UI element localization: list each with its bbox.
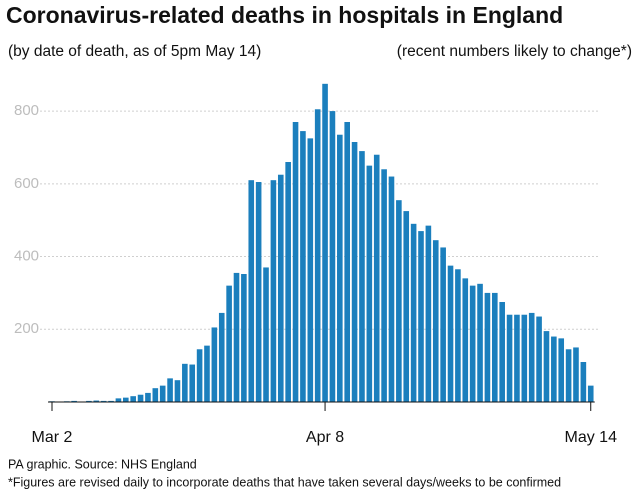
bar <box>337 134 343 402</box>
bar <box>418 231 424 402</box>
bar <box>403 211 410 402</box>
bar <box>248 180 255 402</box>
bar <box>514 314 520 402</box>
bar <box>543 331 550 402</box>
bar <box>499 302 505 402</box>
bar <box>410 223 417 402</box>
bar <box>174 380 181 402</box>
bar <box>211 327 218 402</box>
chart-title: Coronavirus-related deaths in hospitals … <box>6 2 563 28</box>
bar <box>587 385 594 402</box>
bar <box>108 400 114 402</box>
bar <box>381 169 387 402</box>
bar <box>492 292 498 402</box>
bar <box>307 138 314 402</box>
bar <box>233 272 240 402</box>
bar <box>167 378 173 402</box>
bar <box>573 347 579 402</box>
bar <box>86 400 92 402</box>
bar <box>189 364 196 402</box>
bar <box>196 349 203 402</box>
y-tick-label: 800 <box>14 102 39 119</box>
bar <box>580 362 587 402</box>
x-tick-label: May 14 <box>565 429 618 446</box>
x-tick-label: Apr 8 <box>306 429 344 446</box>
y-tick-label: 600 <box>14 175 39 192</box>
bar <box>130 396 136 402</box>
bar <box>373 154 380 402</box>
bar <box>477 283 483 402</box>
bar <box>277 174 284 402</box>
bar <box>565 349 572 402</box>
bar <box>123 397 129 402</box>
bar <box>440 247 446 402</box>
bar <box>218 312 225 402</box>
bar <box>432 240 439 402</box>
bar <box>329 111 336 402</box>
bar <box>100 400 107 402</box>
annotation: (recent numbers likely to change*) <box>397 43 632 60</box>
source: PA graphic. Source: NHS England <box>8 457 197 471</box>
bar <box>93 400 100 402</box>
bar <box>366 165 373 402</box>
bar <box>226 285 232 402</box>
bar <box>292 122 299 402</box>
bar <box>455 269 461 402</box>
bar <box>204 345 210 402</box>
bar <box>71 400 77 402</box>
bar <box>506 314 513 402</box>
y-tick-label: 200 <box>14 320 39 337</box>
bar <box>314 109 321 402</box>
bar <box>285 162 291 402</box>
bar <box>462 278 469 402</box>
bar <box>469 285 476 402</box>
bar <box>152 388 159 402</box>
bar <box>551 336 557 402</box>
bar <box>344 122 350 402</box>
bar <box>255 182 262 402</box>
x-tick-label: Mar 2 <box>32 429 73 446</box>
bar <box>396 200 402 402</box>
bar <box>241 274 247 402</box>
bar <box>388 176 395 402</box>
bar <box>359 151 365 402</box>
bar <box>115 398 122 402</box>
bar <box>182 363 188 402</box>
bar <box>425 225 432 402</box>
bar <box>484 292 491 402</box>
bar <box>536 316 542 402</box>
bar <box>521 314 528 402</box>
bar <box>351 142 358 402</box>
footnote: *Figures are revised daily to incorporat… <box>8 475 561 489</box>
subtitle: (by date of death, as of 5pm May 14) <box>8 43 261 60</box>
y-tick-label: 400 <box>14 248 39 265</box>
bar <box>558 338 565 402</box>
bar <box>159 385 166 402</box>
bar <box>447 265 454 402</box>
bar <box>263 267 269 402</box>
bar <box>145 392 151 402</box>
bar <box>528 312 535 402</box>
bar <box>322 83 328 403</box>
bar <box>137 394 144 402</box>
bar <box>300 131 306 402</box>
bar <box>270 180 277 402</box>
